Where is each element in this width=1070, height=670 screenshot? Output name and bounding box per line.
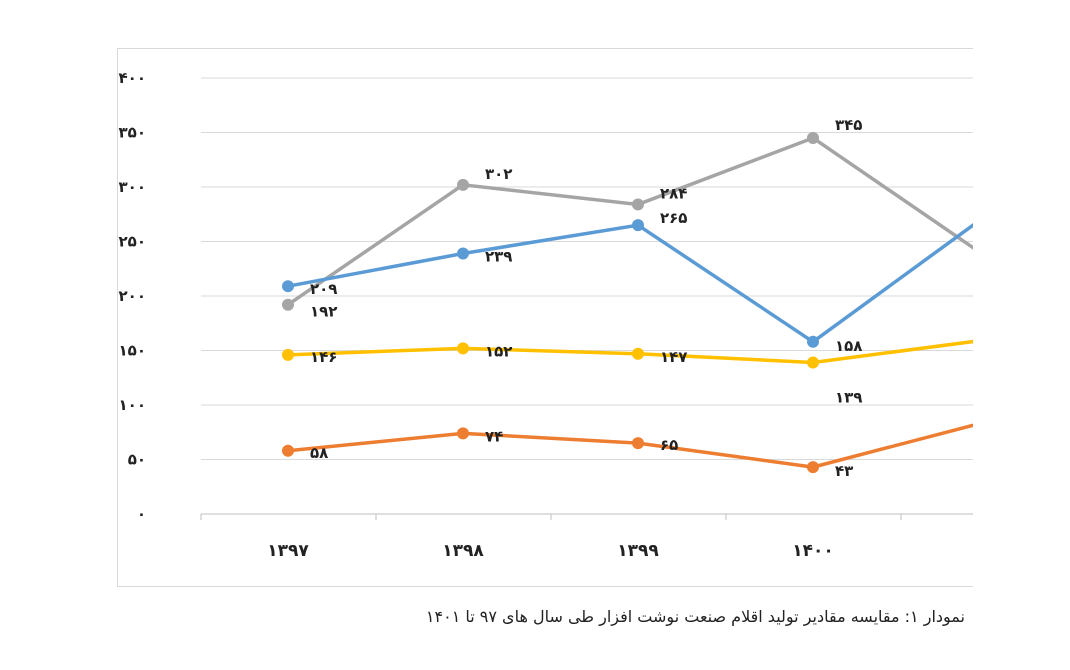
data-label: ۵۸ xyxy=(310,444,328,462)
y-tick-label: ۱۰۰ xyxy=(119,396,146,414)
data-point xyxy=(457,178,469,191)
y-tick-label: ۱۵۰ xyxy=(119,342,146,360)
x-tick-label: ۱۴۰۰ xyxy=(792,541,834,561)
data-label: ۳۰۲ xyxy=(485,165,512,183)
data-label: ۱۵۲ xyxy=(485,342,512,360)
data-label: ۲۶۵ xyxy=(660,209,687,227)
chart-area: ۰ ۵۰ ۱۰۰ ۱۵۰ ۲۰۰ ۲۵۰ ۳۰۰ ۳۵۰ ۴۰۰ ۱۳۹۷ ۱۳۹۸ ۱۳۹۹ ۱۴۰۰… xyxy=(117,48,973,587)
data-point xyxy=(632,437,644,450)
data-point xyxy=(807,131,819,144)
data-labels: ۱۹۲ ۳۰۲ ۲۸۴ ۳۴۵ ۲۰۹ ۲۳۹ ۲۶۵ ۱۵۸ ۱۴۶ ۱۵۲ ۱۴۷ ۱۳۹ ۵۸ ۷۴… xyxy=(310,116,862,480)
data-point xyxy=(632,347,644,360)
data-label: ۱۵۸ xyxy=(835,337,862,355)
x-tick-label: ۱۳۹۷ xyxy=(267,541,309,561)
data-point xyxy=(632,219,644,232)
data-point xyxy=(807,461,819,474)
series-line xyxy=(286,339,973,365)
data-point xyxy=(282,280,294,293)
data-point xyxy=(457,342,469,355)
data-label: ۱۴۷ xyxy=(660,348,687,366)
data-point xyxy=(282,298,294,311)
y-tick-label: ۲۰۰ xyxy=(119,287,146,305)
y-tick-label: ۰ xyxy=(137,505,146,523)
data-label: ۱۴۶ xyxy=(310,348,337,366)
data-label: ۲۰۹ xyxy=(310,280,337,298)
data-label: ۱۹۲ xyxy=(310,303,337,321)
y-tick-label: ۵۰ xyxy=(128,451,146,469)
chart-caption: نمودار ۱: مقایسه مقادیر تولید اقلام صنعت… xyxy=(425,607,965,626)
axes: ۰ ۵۰ ۱۰۰ ۱۵۰ ۲۰۰ ۲۵۰ ۳۰۰ ۳۵۰ ۴۰۰ ۱۳۹۷ ۱۳۹۸ ۱۳۹۹ ۱۴۰۰… xyxy=(119,69,902,561)
data-label: ۳۴۵ xyxy=(835,116,862,134)
y-tick-label: ۳۵۰ xyxy=(119,124,146,142)
data-label: ۶۵ xyxy=(660,436,678,454)
data-point xyxy=(807,356,819,369)
data-label: ۱۳۹ xyxy=(835,388,862,406)
data-label: ۴۳ xyxy=(835,462,853,480)
data-point xyxy=(282,444,294,457)
data-label: ۲۸۴ xyxy=(660,184,687,202)
x-tick-label: ۱۳۹۸ xyxy=(442,541,484,561)
data-point xyxy=(807,335,819,348)
data-label: ۷۴ xyxy=(485,427,503,445)
x-tick-label: ۱۳۹۹ xyxy=(617,541,659,561)
gridlines xyxy=(201,77,973,515)
data-point xyxy=(632,198,644,211)
data-point xyxy=(457,247,469,260)
data-point xyxy=(457,427,469,440)
y-tick-label: ۲۵۰ xyxy=(119,233,146,251)
series-line xyxy=(286,423,973,469)
y-tick-label: ۴۰۰ xyxy=(119,69,146,87)
data-point xyxy=(282,348,294,361)
series-lines xyxy=(282,131,973,474)
data-label: ۲۳۹ xyxy=(485,247,512,265)
series-line xyxy=(286,136,973,307)
y-tick-label: ۳۰۰ xyxy=(119,178,146,196)
line-chart: ۰ ۵۰ ۱۰۰ ۱۵۰ ۲۰۰ ۲۵۰ ۳۰۰ ۳۵۰ ۴۰۰ ۱۳۹۷ ۱۳۹۸ ۱۳۹۹ ۱۴۰۰… xyxy=(119,69,973,561)
